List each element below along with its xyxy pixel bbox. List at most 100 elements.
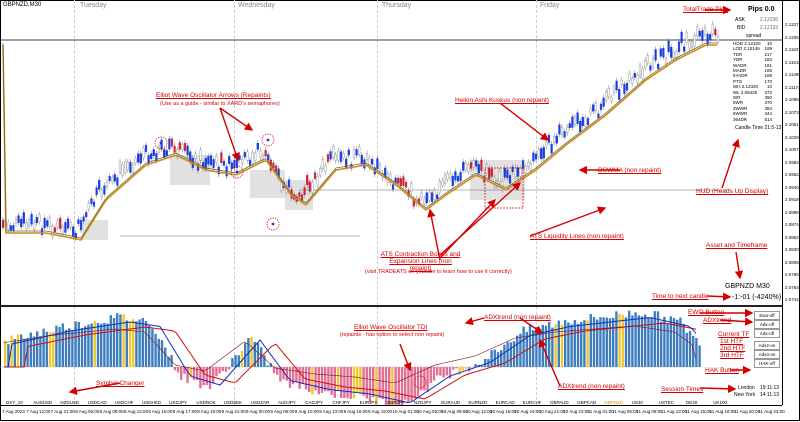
ewo-histogram-bar	[407, 367, 409, 402]
ewo-histogram-bar	[90, 324, 92, 367]
heikin-ashi-candle	[452, 176, 454, 186]
heikin-ashi-candle	[439, 181, 441, 192]
symbol-button[interactable]: NZDUSD	[60, 400, 79, 405]
spread-label: spread	[746, 33, 761, 39]
heikin-ashi-candle	[663, 48, 665, 57]
symbol-button[interactable]: GBPJPY	[387, 400, 405, 405]
symbol-timeframe: GBPNZD M30	[725, 283, 770, 290]
symbol-button[interactable]: AUDUSD	[33, 400, 52, 405]
heikin-ashi-candle	[611, 97, 613, 101]
symbol-button[interactable]: USDCHF	[115, 400, 134, 405]
heikin-ashi-candle	[678, 42, 680, 52]
indicator-toggle-button[interactable]: Adx-off	[754, 329, 780, 338]
heikin-ashi-candle	[127, 162, 129, 169]
heikin-ashi-candle	[553, 136, 555, 142]
ewo-histogram-bar	[372, 367, 374, 397]
heikin-ashi-candle	[213, 159, 215, 167]
ewo-histogram-bar	[20, 334, 22, 367]
ewo-histogram-bar	[228, 367, 230, 369]
hud-row-value: 183	[752, 57, 772, 62]
hud-row-label: WR	[733, 95, 741, 100]
heikin-ashi-candle	[465, 163, 467, 170]
heikin-ashi-candle	[70, 222, 72, 227]
ewo-histogram-bar	[689, 331, 691, 367]
heikin-ashi-candle	[228, 156, 230, 163]
heikin-ashi-candle	[338, 151, 340, 160]
ewo-histogram-bar	[215, 367, 217, 376]
symbol-button[interactable]: USDJPY	[169, 400, 187, 405]
indicator-toggle-button[interactable]: Adx3-on	[754, 350, 780, 359]
price-tick: 2.10953	[785, 97, 800, 102]
ats-contraction-box	[250, 170, 285, 198]
symbol-button[interactable]: DE40	[686, 400, 697, 405]
heikin-ashi-candle	[621, 80, 623, 85]
ewo-histogram-bar	[529, 325, 531, 367]
indicator-toggle-button[interactable]: Adx2-on	[754, 341, 780, 350]
heikin-ashi-candle	[174, 146, 176, 152]
symbol-button[interactable]: UK100	[713, 400, 727, 405]
annotation-dswma: DSWMA (non repaint)	[598, 167, 661, 174]
symbol-button[interactable]: GBPAUD	[550, 400, 569, 405]
annotation-ewo-arrows-sub: (Use as a guide - similar to XARD's sema…	[160, 101, 280, 107]
time-tick: 9 Aug 19:00	[368, 409, 392, 414]
ewo-histogram-bar	[433, 367, 435, 381]
pips-readout: Pips 0.0	[748, 6, 774, 13]
symbol-button[interactable]: USDZAR	[251, 400, 270, 405]
ewo-histogram-bar	[30, 332, 32, 367]
symbol-button[interactable]: USDSEK	[224, 400, 243, 405]
symbol-button[interactable]: EURCAD	[496, 400, 515, 405]
ewo-histogram-bar	[42, 329, 44, 367]
hud-row-value: 181	[752, 63, 772, 68]
indicator-toggle-button[interactable]: Ewo-off	[754, 311, 780, 320]
symbol-button[interactable]: EURJPY	[360, 400, 378, 405]
heikin-ashi-candle	[114, 175, 116, 182]
ewo-histogram-bar	[558, 321, 560, 367]
symbol-button[interactable]: USDNOK	[196, 400, 215, 405]
heikin-ashi-candle	[267, 154, 269, 160]
symbol-button[interactable]: EURAUD	[441, 400, 460, 405]
heikin-ashi-candle	[577, 113, 579, 124]
ewo-histogram-bar	[318, 367, 320, 394]
heikin-ashi-candle	[491, 169, 493, 177]
ewo-histogram-bar	[158, 339, 160, 367]
heikin-ashi-candle	[572, 117, 574, 128]
time-tick: 10 Aug 01:00	[392, 409, 419, 414]
ewo-histogram-bar	[71, 330, 73, 367]
symbol-button[interactable]: USTEC	[659, 400, 674, 405]
ewo-histogram-bar	[55, 326, 57, 367]
symbol-button[interactable]: NZDJPY	[414, 400, 432, 405]
hud-row-label: TDR	[733, 52, 742, 57]
heikin-ashi-candle	[551, 144, 553, 153]
symbol-button[interactable]: CHFJPY	[332, 400, 350, 405]
ewo-histogram-bar	[596, 319, 598, 367]
heikin-ashi-candle	[655, 49, 657, 60]
symbol-button[interactable]: GBPNZD	[604, 400, 623, 405]
ewo-histogram-bar	[506, 342, 508, 367]
ewo-histogram-bar	[103, 323, 105, 367]
symbol-button[interactable]: DXY_10	[6, 400, 23, 405]
indicator-toggle-button[interactable]: Adx-off	[754, 320, 780, 329]
heikin-ashi-candle	[257, 143, 259, 149]
heikin-ashi-candle	[717, 37, 719, 43]
symbol-button[interactable]: USDHKD	[142, 400, 161, 405]
heikin-ashi-candle	[585, 118, 587, 127]
session-london: London	[738, 385, 755, 391]
symbol-button[interactable]: US30	[632, 400, 643, 405]
heikin-ashi-candle	[161, 140, 163, 149]
symbol-button[interactable]: EURCHF	[523, 400, 542, 405]
heikin-ashi-candle	[686, 33, 688, 42]
heikin-ashi-candle	[590, 108, 592, 113]
ewo-histogram-bar	[4, 340, 6, 367]
ewo-histogram-bar	[382, 367, 384, 399]
price-tick: 2.07422	[785, 297, 800, 302]
symbol-button[interactable]: GBPCAD	[577, 400, 596, 405]
heikin-ashi-candle	[358, 147, 360, 154]
indicator-toggle-button[interactable]: HAK-off	[754, 359, 780, 368]
time-tick: 8 Aug 15:00	[148, 409, 172, 414]
time-tick: 8 Aug 09:00	[100, 409, 124, 414]
symbol-button[interactable]: AUDJPY	[278, 400, 296, 405]
symbol-button[interactable]: USDCAD	[88, 400, 107, 405]
symbol-button[interactable]: CADJPY	[305, 400, 323, 405]
hud-row-label: MADR	[733, 68, 746, 73]
symbol-button[interactable]: EURNZD	[468, 400, 487, 405]
